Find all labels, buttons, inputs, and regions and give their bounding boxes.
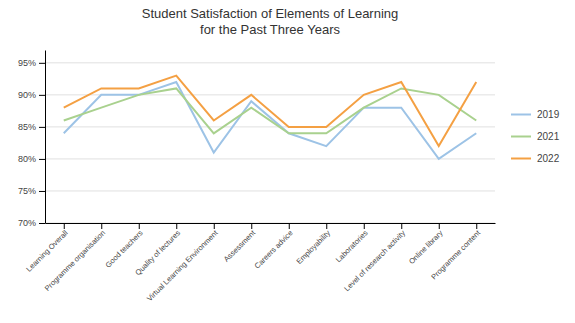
grid-line: [45, 223, 495, 224]
x-tick: Careers advice: [253, 223, 295, 270]
x-tick-label: Employability: [295, 228, 333, 266]
y-tick: 80%: [18, 154, 45, 164]
x-tick-label: Online library: [407, 228, 445, 266]
x-tick: Programme organisation: [43, 223, 107, 293]
x-tick-label: Virtual Learning Environment: [145, 228, 220, 303]
x-tick-label: Level of research activity: [342, 228, 407, 293]
legend-item: 2021: [511, 131, 560, 142]
title: Student Satisfaction of Elements of Lear…: [142, 6, 399, 37]
y-tick-label: 75%: [18, 186, 36, 196]
x-tick-mark: [476, 223, 477, 229]
legend-label: 2022: [537, 153, 560, 164]
legend-swatch: [511, 136, 531, 138]
x-tick-mark: [214, 223, 215, 229]
x-tick: Programme content: [429, 223, 483, 281]
x-tick: Level of research activity: [342, 223, 407, 293]
series-line: [64, 82, 477, 159]
x-tick-mark: [289, 223, 290, 229]
y-tick-mark: [39, 63, 45, 64]
x-tick: Virtual Learning Environment: [145, 223, 220, 303]
grid-line: [45, 158, 495, 159]
x-axis-line: [46, 223, 496, 224]
y-tick-label: 90%: [18, 90, 36, 100]
grid-line: [45, 190, 495, 191]
series-group: [64, 76, 477, 159]
y-axis-line: [45, 51, 46, 224]
y-axis: 70% 75% 80% 85% 90% 95%: [18, 51, 46, 229]
x-tick-label: Laboratories: [334, 228, 370, 264]
legend-label: 2021: [537, 131, 560, 142]
x-tick-mark: [139, 223, 140, 229]
x-tick-mark: [401, 223, 402, 229]
chart-container: 70% 75% 80% 85% 90% 95% Learning OverallProgra…: [0, 0, 575, 323]
y-tick: 75%: [18, 186, 45, 196]
x-tick-mark: [176, 223, 177, 229]
x-tick: Online library: [407, 223, 445, 266]
x-tick-mark: [326, 223, 327, 229]
y-tick-mark: [39, 223, 45, 224]
x-tick-label: Careers advice: [253, 228, 295, 270]
x-tick-mark: [364, 223, 365, 229]
x-tick-label: Assessment: [222, 228, 258, 264]
grid-line: [45, 62, 495, 63]
x-tick-mark: [439, 223, 440, 229]
chart: 70% 75% 80% 85% 90% 95% Learning OverallProgra…: [0, 0, 575, 323]
title-line: for the Past Three Years: [200, 22, 340, 37]
x-tick-label: Programme organisation: [43, 228, 107, 292]
y-tick-mark: [39, 159, 45, 160]
y-tick-mark: [39, 127, 45, 128]
legend-swatch: [511, 114, 531, 116]
legend: 2019 2021 2022: [511, 109, 560, 164]
x-axis: Learning OverallProgramme organisationGo…: [24, 223, 495, 303]
x-tick-mark: [101, 223, 102, 229]
y-tick: 85%: [18, 122, 45, 132]
y-tick: 70%: [18, 218, 45, 228]
legend-swatch: [511, 158, 531, 160]
y-tick: 95%: [18, 58, 45, 68]
y-tick-label: 95%: [18, 58, 36, 68]
legend-label: 2019: [537, 109, 560, 120]
y-tick: 90%: [18, 90, 45, 100]
series-line: [64, 76, 477, 146]
x-tick: Assessment: [222, 223, 258, 264]
title-line: Student Satisfaction of Elements of Lear…: [142, 6, 399, 21]
x-tick: Employability: [295, 223, 333, 266]
y-tick-label: 70%: [18, 218, 36, 228]
legend-item: 2019: [511, 109, 560, 120]
x-tick-mark: [251, 223, 252, 229]
x-tick-label: Good teachers: [103, 228, 144, 269]
legend-item: 2022: [511, 153, 560, 164]
x-tick: Good teachers: [103, 223, 144, 270]
x-tick: Laboratories: [334, 223, 370, 264]
y-tick-mark: [39, 191, 45, 192]
x-tick-label: Programme content: [429, 228, 483, 282]
y-tick-mark: [39, 95, 45, 96]
x-tick-mark: [64, 223, 65, 229]
y-tick-label: 80%: [18, 154, 36, 164]
grid: [45, 63, 495, 223]
plot-area: 70% 75% 80% 85% 90% 95% Learning OverallProgra…: [18, 51, 496, 304]
y-tick-label: 85%: [18, 122, 36, 132]
